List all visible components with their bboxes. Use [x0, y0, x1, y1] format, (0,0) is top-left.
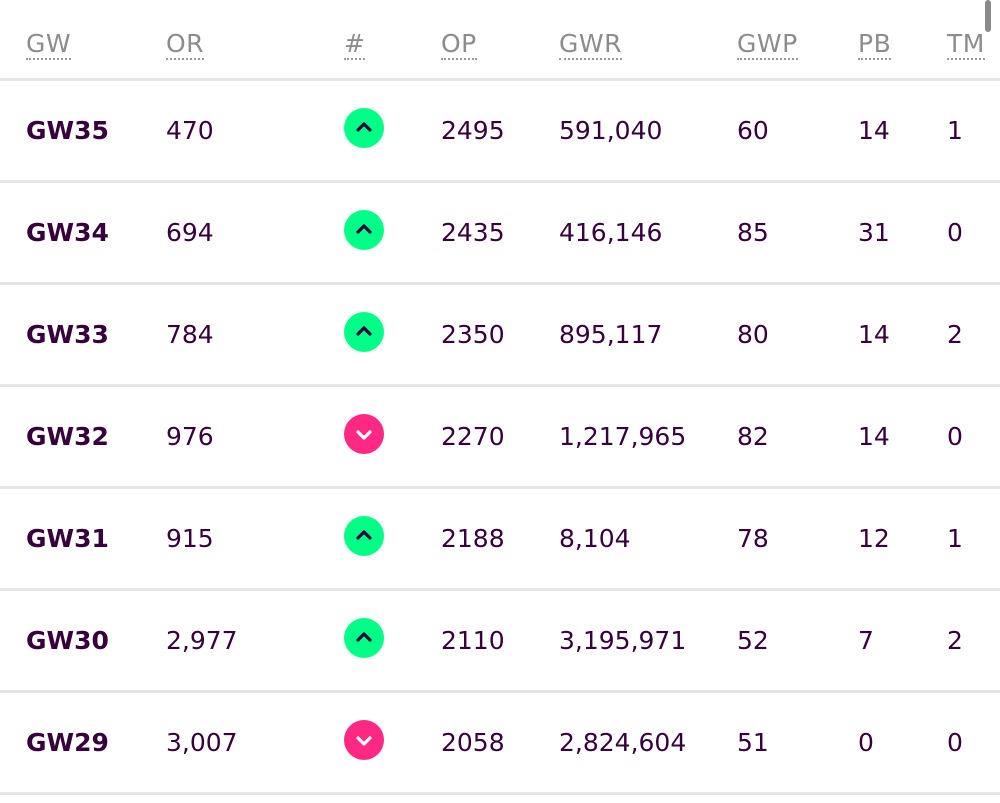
cell-or: 470 [166, 116, 214, 145]
cell-op: 2350 [441, 320, 505, 349]
cell-gw: GW31 [26, 524, 109, 553]
header-gw[interactable]: GW [26, 29, 72, 60]
cell-op: 2495 [441, 116, 505, 145]
cell-gw: GW35 [26, 116, 109, 145]
cell-op: 2188 [441, 524, 505, 553]
cell-gwr: 591,040 [559, 116, 663, 145]
table-header: GW OR # OP GWR GWP PB TM [0, 0, 1000, 81]
table-row: GW29 3,007 2058 2,824,604 51 0 0 [0, 693, 1000, 795]
cell-pb: 0 [858, 728, 874, 757]
cell-or: 3,007 [166, 728, 238, 757]
table-row: GW33 784 2350 895,117 80 14 2 [0, 285, 1000, 387]
cell-tm: 1 [947, 116, 963, 145]
rank-up-icon [344, 108, 384, 148]
table-row: GW34 694 2435 416,146 85 31 0 [0, 183, 1000, 285]
cell-gwr: 416,146 [559, 218, 663, 247]
cell-pb: 31 [858, 218, 890, 247]
cell-tm: 2 [947, 320, 963, 349]
cell-gw: GW32 [26, 422, 109, 451]
cell-tm: 0 [947, 218, 963, 247]
cell-or: 784 [166, 320, 214, 349]
cell-op: 2435 [441, 218, 505, 247]
rank-up-icon [344, 312, 384, 352]
cell-gwp: 80 [737, 320, 769, 349]
rank-up-icon [344, 210, 384, 250]
cell-or: 915 [166, 524, 214, 553]
cell-gw: GW34 [26, 218, 109, 247]
cell-op: 2270 [441, 422, 505, 451]
header-movement[interactable]: # [344, 29, 366, 60]
cell-pb: 12 [858, 524, 890, 553]
cell-op: 2058 [441, 728, 505, 757]
cell-op: 2110 [441, 626, 505, 655]
cell-tm: 2 [947, 626, 963, 655]
header-or[interactable]: OR [166, 29, 205, 60]
cell-gwp: 78 [737, 524, 769, 553]
scrollbar[interactable] [985, 0, 991, 32]
header-op[interactable]: OP [441, 29, 477, 60]
cell-pb: 14 [858, 422, 890, 451]
cell-gwr: 3,195,971 [559, 626, 687, 655]
cell-or: 694 [166, 218, 214, 247]
header-pb[interactable]: PB [858, 29, 892, 60]
cell-gwp: 51 [737, 728, 769, 757]
table-row: GW35 470 2495 591,040 60 14 1 [0, 81, 1000, 183]
cell-gwr: 895,117 [559, 320, 663, 349]
cell-gwr: 8,104 [559, 524, 631, 553]
rank-down-icon [344, 720, 384, 760]
header-gwr[interactable]: GWR [559, 29, 622, 60]
rank-down-icon [344, 414, 384, 454]
cell-tm: 0 [947, 728, 963, 757]
table-row: GW32 976 2270 1,217,965 82 14 0 [0, 387, 1000, 489]
cell-gwr: 1,217,965 [559, 422, 687, 451]
table-row: GW30 2,977 2110 3,195,971 52 7 2 [0, 591, 1000, 693]
cell-pb: 14 [858, 320, 890, 349]
cell-pb: 7 [858, 626, 874, 655]
cell-or: 2,977 [166, 626, 238, 655]
cell-gw: GW33 [26, 320, 109, 349]
cell-pb: 14 [858, 116, 890, 145]
cell-or: 976 [166, 422, 214, 451]
cell-gwp: 82 [737, 422, 769, 451]
header-tm[interactable]: TM [947, 29, 985, 60]
cell-gwp: 52 [737, 626, 769, 655]
cell-gw: GW30 [26, 626, 109, 655]
cell-gw: GW29 [26, 728, 109, 757]
cell-tm: 1 [947, 524, 963, 553]
cell-gwp: 85 [737, 218, 769, 247]
cell-gwr: 2,824,604 [559, 728, 687, 757]
rank-up-icon [344, 618, 384, 658]
table-row: GW31 915 2188 8,104 78 12 1 [0, 489, 1000, 591]
rank-up-icon [344, 516, 384, 556]
header-gwp[interactable]: GWP [737, 29, 798, 60]
cell-tm: 0 [947, 422, 963, 451]
cell-gwp: 60 [737, 116, 769, 145]
